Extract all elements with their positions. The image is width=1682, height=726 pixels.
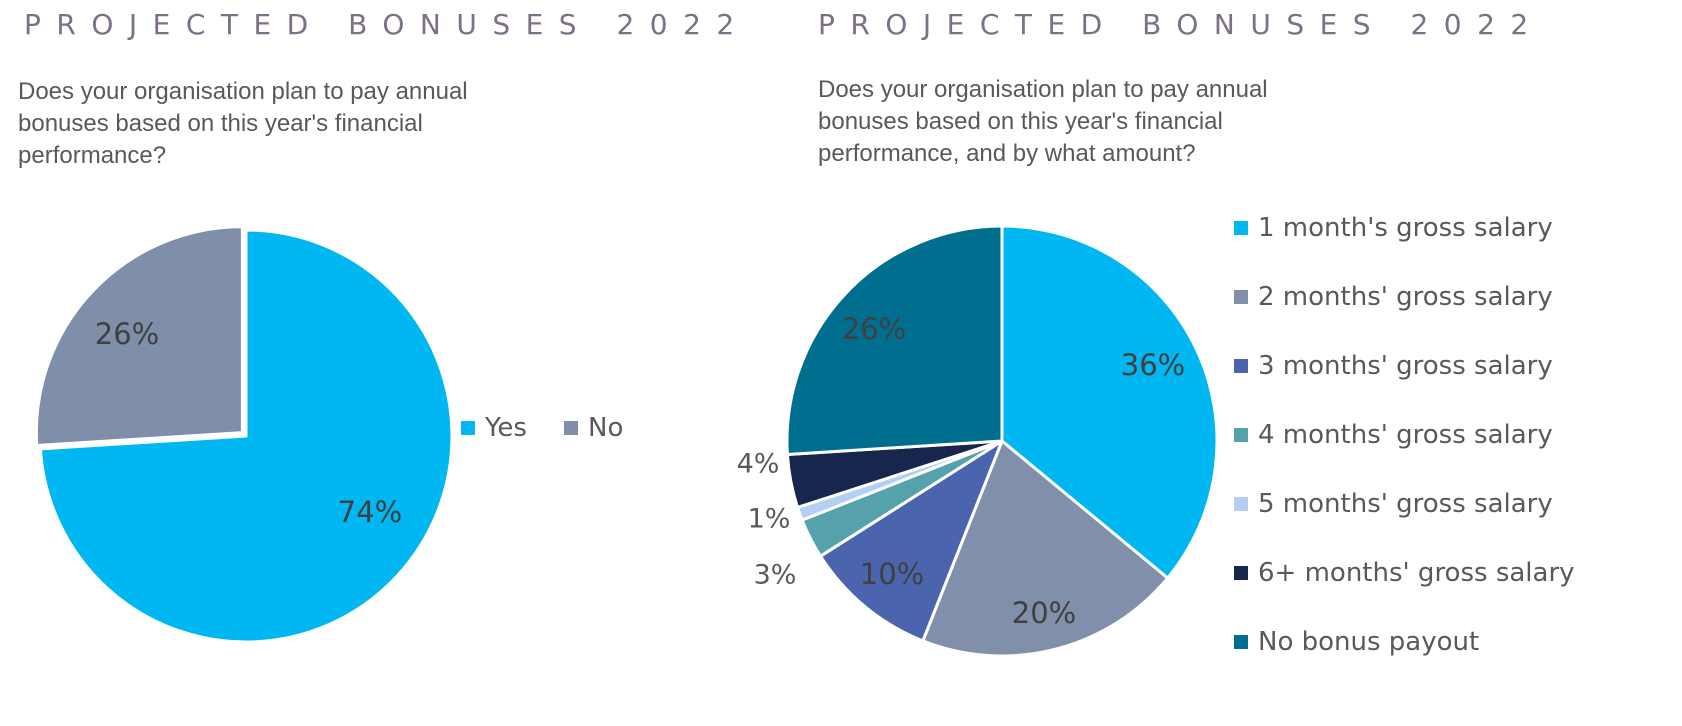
legend-item-yes: Yes [461, 413, 527, 443]
legend-label: 5 months' gross salary [1258, 489, 1553, 519]
legend-item-5-months-gross-salary: 5 months' gross salary [1234, 489, 1553, 519]
legend-label: 3 months' gross salary [1258, 351, 1553, 381]
pie-slice-yes [38, 228, 454, 644]
data-label-6-months-gross-salary: 4% [737, 449, 780, 480]
pie-slice-no-bonus-payout [785, 224, 1004, 456]
right-chart-panel: PROJECTED BONUSES 2022 Does your organis… [737, 0, 1682, 726]
data-label-3-months-gross-salary: 10% [860, 557, 924, 591]
legend-swatch [1234, 221, 1248, 235]
pie-slice-no [34, 225, 244, 448]
legend-label: 6+ months' gross salary [1258, 558, 1575, 588]
legend-swatch [1234, 290, 1248, 304]
yes-no-pie-chart: 74% 26% Yes No [34, 225, 623, 644]
data-label-no-bonus-payout: 26% [842, 312, 906, 346]
chart-heading: PROJECTED BONUSES 2022 [818, 8, 1544, 41]
survey-question: Does your organisation plan to pay annua… [818, 76, 1268, 167]
legend-swatch [1234, 497, 1248, 511]
legend-swatch [1234, 566, 1248, 580]
data-label-5-months-gross-salary: 1% [748, 504, 791, 535]
legend-label: 2 months' gross salary [1258, 282, 1553, 312]
legend-item-no-bonus-payout: No bonus payout [1234, 627, 1479, 657]
legend-label: 4 months' gross salary [1258, 420, 1553, 450]
legend-swatch [1234, 428, 1248, 442]
data-label-1-month-s-gross-salary: 36% [1121, 348, 1185, 382]
legend-item-6-months-gross-salary: 6+ months' gross salary [1234, 558, 1575, 588]
pie-slice-2-months-gross-salary [921, 439, 1170, 658]
legend-item-2-months-gross-salary: 2 months' gross salary [1234, 282, 1553, 312]
data-label-yes: 74% [338, 495, 402, 529]
data-label-4-months-gross-salary: 3% [754, 560, 797, 591]
legend-label: Yes [484, 413, 527, 443]
legend-item-1-month-s-gross-salary: 1 month's gross salary [1234, 213, 1553, 243]
legend-swatch [1234, 359, 1248, 373]
pie-slice-3-months-gross-salary [818, 439, 1004, 643]
bonus-amount-pie-chart: 36% 20% 10% 3% 1% 4% 26% 1 month's gross salary… [737, 213, 1575, 658]
left-chart-panel: PROJECTED BONUSES 2022 Does your organis… [0, 0, 800, 726]
legend-label: No [588, 413, 623, 443]
legend-label: 1 month's gross salary [1258, 213, 1553, 243]
legend-item-4-months-gross-salary: 4 months' gross salary [1234, 420, 1553, 450]
data-label-2-months-gross-salary: 20% [1012, 596, 1076, 630]
data-label-no: 26% [95, 317, 159, 351]
legend-item-no: No [564, 413, 623, 443]
survey-question: Does your organisation plan to pay annua… [18, 78, 468, 169]
pie-slice-1-month-s-gross-salary [1000, 224, 1219, 580]
legend-swatch [461, 421, 475, 435]
legend-swatch [564, 421, 578, 435]
legend-swatch [1234, 635, 1248, 649]
legend-label: No bonus payout [1258, 627, 1479, 657]
legend-item-3-months-gross-salary: 3 months' gross salary [1234, 351, 1553, 381]
chart-heading: PROJECTED BONUSES 2022 [24, 8, 750, 41]
